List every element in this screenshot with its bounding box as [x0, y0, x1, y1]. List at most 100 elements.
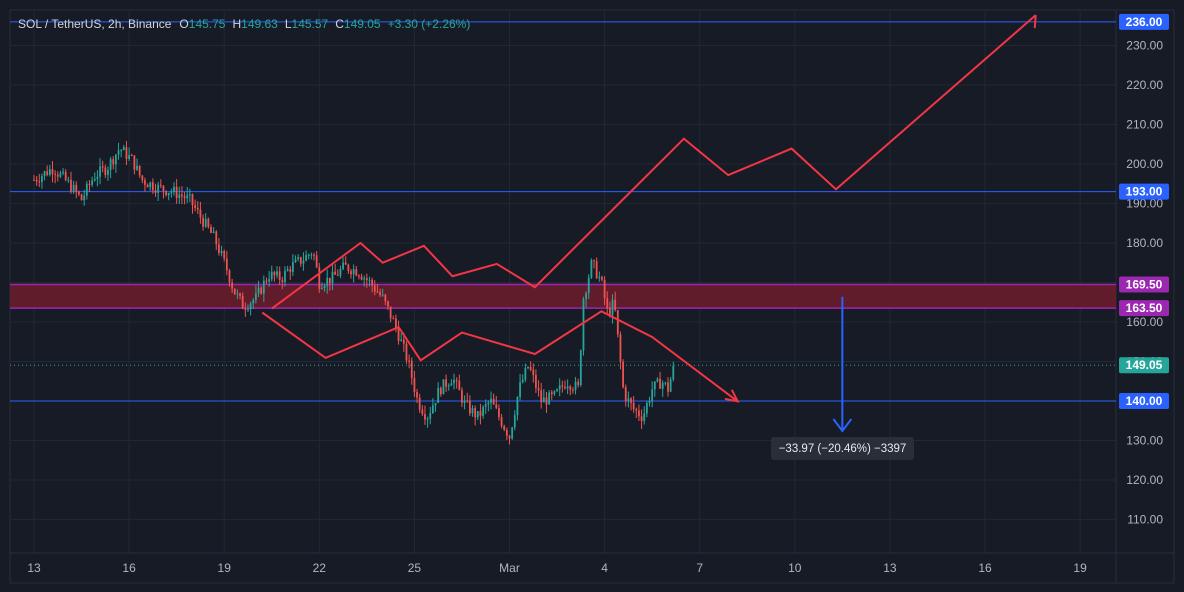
- candle-body: [632, 402, 635, 410]
- candle-body: [651, 389, 654, 401]
- candle-body: [178, 194, 181, 199]
- candle-body: [606, 298, 609, 309]
- x-tick-label: 4: [601, 561, 608, 575]
- candle-body: [558, 385, 561, 390]
- candle-body: [88, 183, 91, 185]
- candle-body: [508, 435, 511, 439]
- candle-body: [117, 150, 120, 155]
- close-value: 149.05: [343, 17, 381, 31]
- candle-body: [233, 288, 236, 295]
- candle-body: [107, 169, 109, 175]
- candle-body: [199, 209, 202, 218]
- candle-body: [294, 259, 297, 263]
- candle-body: [83, 195, 86, 201]
- candle-body: [207, 218, 210, 227]
- candle-body: [99, 166, 101, 177]
- candle-body: [276, 271, 278, 276]
- x-tick-label: 25: [408, 561, 422, 575]
- candle-body: [270, 271, 273, 280]
- candle-body: [220, 251, 223, 253]
- candle-body: [196, 207, 199, 210]
- candle-body: [247, 309, 249, 311]
- candle-body: [503, 426, 506, 430]
- upper-zigzag-path[interactable]: [271, 14, 1037, 310]
- low-value: 145.57: [291, 17, 329, 31]
- candle-body: [455, 379, 458, 381]
- candle-body: [56, 174, 59, 177]
- candle-body: [191, 194, 194, 206]
- candle-body: [532, 369, 535, 376]
- candle-body: [619, 334, 622, 362]
- candle-body: [582, 299, 585, 351]
- candle-body: [342, 262, 344, 269]
- candle-body: [144, 180, 146, 185]
- candle-body: [421, 409, 424, 415]
- candle-body: [46, 171, 49, 175]
- price-axis-label-bg: [1119, 13, 1169, 30]
- candle-body: [429, 413, 432, 419]
- candle-body: [302, 260, 305, 264]
- candle-body: [204, 218, 207, 227]
- candle-body: [387, 301, 389, 307]
- lower-zigzag-path[interactable]: [261, 310, 739, 403]
- price-axis-label: 140.00: [1126, 394, 1163, 408]
- x-tick-label: 13: [27, 561, 41, 575]
- candle-body: [138, 165, 141, 176]
- candle-body: [80, 194, 83, 201]
- x-tick-label: Mar: [499, 561, 520, 575]
- candle-body: [667, 382, 669, 392]
- candle-body: [492, 398, 495, 405]
- candle-body: [490, 398, 492, 403]
- candle-body: [410, 360, 413, 378]
- candle-body: [114, 154, 117, 165]
- candle-body: [672, 365, 675, 380]
- candle-body: [638, 410, 640, 417]
- candle-body: [474, 408, 477, 418]
- candle-body: [355, 269, 358, 276]
- price-axis-label-bg: [1119, 276, 1169, 293]
- candle-body: [463, 400, 466, 403]
- close-label: C: [335, 17, 344, 31]
- open-label: O: [179, 17, 189, 31]
- candle-body: [331, 271, 334, 284]
- price-axis-label-bg: [1119, 183, 1169, 200]
- candle-body: [553, 391, 556, 395]
- candle-body: [159, 184, 162, 186]
- candle-body: [91, 180, 94, 185]
- candle-body: [601, 277, 603, 280]
- candle-body: [315, 255, 318, 268]
- candle-body: [368, 279, 371, 281]
- symbol-name: SOL / TetherUS, 2h, Binance: [18, 17, 172, 31]
- candle-body: [434, 402, 437, 406]
- candle-body: [468, 400, 471, 414]
- candle-body: [413, 377, 416, 392]
- y-tick-label: 110.00: [1127, 512, 1163, 526]
- candle-body: [51, 169, 54, 174]
- candle-body: [120, 150, 123, 152]
- candle-body: [566, 386, 569, 389]
- candle-body: [461, 390, 463, 403]
- candle-body: [130, 155, 133, 157]
- candle-body: [630, 398, 632, 403]
- candle-body: [593, 260, 595, 262]
- candle-body: [299, 257, 302, 264]
- candle-body: [162, 185, 165, 191]
- candle-body: [93, 178, 96, 181]
- lower-path-arrowhead: [724, 389, 740, 403]
- candle-body: [487, 402, 490, 405]
- candle-body: [262, 280, 265, 294]
- candle-body: [572, 389, 574, 391]
- candle-body: [165, 190, 167, 196]
- candle-body: [215, 231, 218, 245]
- candle-body: [38, 181, 41, 183]
- candle-body: [170, 191, 173, 193]
- candle-body: [569, 386, 572, 390]
- candle-body: [500, 417, 503, 427]
- candle-body: [202, 217, 204, 227]
- candle-body: [402, 339, 405, 344]
- candle-body: [371, 279, 374, 286]
- open-value: 145.75: [188, 17, 226, 31]
- candle-body: [669, 379, 672, 392]
